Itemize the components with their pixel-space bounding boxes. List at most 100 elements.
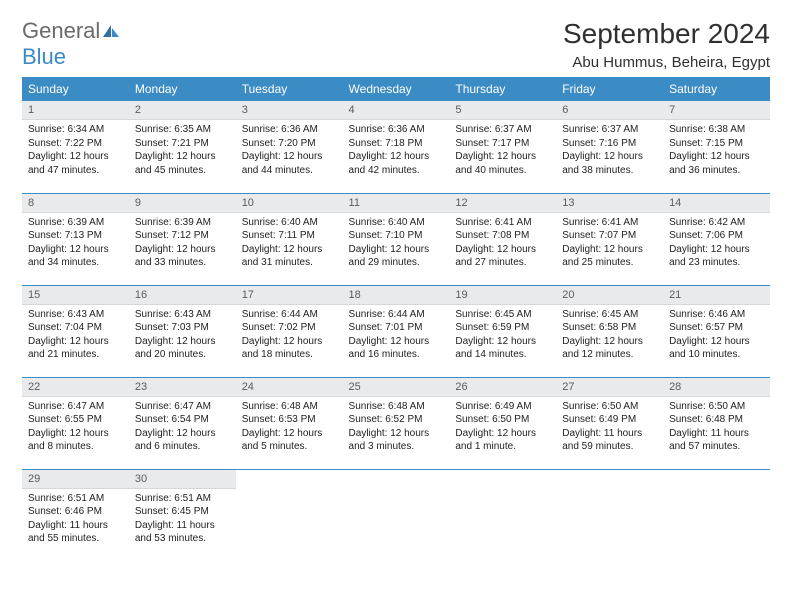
day-daylight: Daylight: 12 hours and 33 minutes. bbox=[135, 243, 230, 270]
logo-sail-icon bbox=[102, 24, 120, 38]
day-sunset: Sunset: 7:10 PM bbox=[349, 229, 444, 243]
day-number: 15 bbox=[22, 286, 129, 305]
calendar-day-cell: 1Sunrise: 6:34 AMSunset: 7:22 PMDaylight… bbox=[22, 101, 129, 193]
day-body: Sunrise: 6:51 AMSunset: 6:45 PMDaylight:… bbox=[129, 489, 236, 552]
day-body: Sunrise: 6:41 AMSunset: 7:07 PMDaylight:… bbox=[556, 213, 663, 276]
weekday-header-row: SundayMondayTuesdayWednesdayThursdayFrid… bbox=[22, 77, 770, 101]
day-body: Sunrise: 6:51 AMSunset: 6:46 PMDaylight:… bbox=[22, 489, 129, 552]
day-sunrise: Sunrise: 6:46 AM bbox=[669, 308, 764, 322]
day-sunrise: Sunrise: 6:50 AM bbox=[669, 400, 764, 414]
day-number: 3 bbox=[236, 101, 343, 120]
day-sunset: Sunset: 7:11 PM bbox=[242, 229, 337, 243]
day-sunset: Sunset: 7:08 PM bbox=[455, 229, 550, 243]
day-number: 16 bbox=[129, 286, 236, 305]
day-body: Sunrise: 6:40 AMSunset: 7:11 PMDaylight:… bbox=[236, 213, 343, 276]
day-sunrise: Sunrise: 6:45 AM bbox=[562, 308, 657, 322]
calendar-table: SundayMondayTuesdayWednesdayThursdayFrid… bbox=[22, 77, 770, 561]
day-daylight: Daylight: 12 hours and 5 minutes. bbox=[242, 427, 337, 454]
day-daylight: Daylight: 11 hours and 53 minutes. bbox=[135, 519, 230, 546]
day-sunset: Sunset: 6:48 PM bbox=[669, 413, 764, 427]
day-sunrise: Sunrise: 6:44 AM bbox=[349, 308, 444, 322]
day-number: 12 bbox=[449, 194, 556, 213]
day-daylight: Daylight: 12 hours and 18 minutes. bbox=[242, 335, 337, 362]
day-number: 4 bbox=[343, 101, 450, 120]
calendar-week: 22Sunrise: 6:47 AMSunset: 6:55 PMDayligh… bbox=[22, 377, 770, 469]
weekday-header: Sunday bbox=[22, 77, 129, 101]
day-sunset: Sunset: 7:07 PM bbox=[562, 229, 657, 243]
calendar-day-cell: 30Sunrise: 6:51 AMSunset: 6:45 PMDayligh… bbox=[129, 469, 236, 561]
day-number: 21 bbox=[663, 286, 770, 305]
day-sunrise: Sunrise: 6:43 AM bbox=[135, 308, 230, 322]
calendar-day-cell: 5Sunrise: 6:37 AMSunset: 7:17 PMDaylight… bbox=[449, 101, 556, 193]
title-block: September 2024 Abu Hummus, Beheira, Egyp… bbox=[563, 18, 770, 77]
day-sunrise: Sunrise: 6:38 AM bbox=[669, 123, 764, 137]
day-daylight: Daylight: 12 hours and 42 minutes. bbox=[349, 150, 444, 177]
calendar-day-cell: 26Sunrise: 6:49 AMSunset: 6:50 PMDayligh… bbox=[449, 377, 556, 469]
day-daylight: Daylight: 12 hours and 44 minutes. bbox=[242, 150, 337, 177]
day-sunrise: Sunrise: 6:37 AM bbox=[455, 123, 550, 137]
day-number: 5 bbox=[449, 101, 556, 120]
day-body: Sunrise: 6:48 AMSunset: 6:52 PMDaylight:… bbox=[343, 397, 450, 460]
weekday-header: Tuesday bbox=[236, 77, 343, 101]
day-sunset: Sunset: 7:18 PM bbox=[349, 137, 444, 151]
day-sunset: Sunset: 7:12 PM bbox=[135, 229, 230, 243]
calendar-day-cell: 25Sunrise: 6:48 AMSunset: 6:52 PMDayligh… bbox=[343, 377, 450, 469]
day-daylight: Daylight: 12 hours and 45 minutes. bbox=[135, 150, 230, 177]
day-sunrise: Sunrise: 6:41 AM bbox=[455, 216, 550, 230]
day-daylight: Daylight: 12 hours and 40 minutes. bbox=[455, 150, 550, 177]
day-sunrise: Sunrise: 6:42 AM bbox=[669, 216, 764, 230]
day-body: Sunrise: 6:46 AMSunset: 6:57 PMDaylight:… bbox=[663, 305, 770, 368]
calendar-day-cell: 16Sunrise: 6:43 AMSunset: 7:03 PMDayligh… bbox=[129, 285, 236, 377]
day-sunset: Sunset: 6:58 PM bbox=[562, 321, 657, 335]
day-sunset: Sunset: 7:13 PM bbox=[28, 229, 123, 243]
day-sunrise: Sunrise: 6:37 AM bbox=[562, 123, 657, 137]
day-sunset: Sunset: 6:52 PM bbox=[349, 413, 444, 427]
day-body: Sunrise: 6:39 AMSunset: 7:12 PMDaylight:… bbox=[129, 213, 236, 276]
day-number: 19 bbox=[449, 286, 556, 305]
day-daylight: Daylight: 12 hours and 20 minutes. bbox=[135, 335, 230, 362]
day-number: 26 bbox=[449, 378, 556, 397]
calendar-day-cell: 21Sunrise: 6:46 AMSunset: 6:57 PMDayligh… bbox=[663, 285, 770, 377]
day-daylight: Daylight: 11 hours and 57 minutes. bbox=[669, 427, 764, 454]
day-sunrise: Sunrise: 6:39 AM bbox=[28, 216, 123, 230]
calendar-day-cell: 29Sunrise: 6:51 AMSunset: 6:46 PMDayligh… bbox=[22, 469, 129, 561]
day-sunrise: Sunrise: 6:48 AM bbox=[242, 400, 337, 414]
calendar-day-cell bbox=[663, 469, 770, 561]
day-sunset: Sunset: 7:22 PM bbox=[28, 137, 123, 151]
calendar-day-cell: 3Sunrise: 6:36 AMSunset: 7:20 PMDaylight… bbox=[236, 101, 343, 193]
calendar-day-cell: 22Sunrise: 6:47 AMSunset: 6:55 PMDayligh… bbox=[22, 377, 129, 469]
day-number: 8 bbox=[22, 194, 129, 213]
day-daylight: Daylight: 12 hours and 34 minutes. bbox=[28, 243, 123, 270]
day-number: 28 bbox=[663, 378, 770, 397]
calendar-day-cell bbox=[236, 469, 343, 561]
calendar-day-cell bbox=[449, 469, 556, 561]
calendar-day-cell: 27Sunrise: 6:50 AMSunset: 6:49 PMDayligh… bbox=[556, 377, 663, 469]
day-body: Sunrise: 6:35 AMSunset: 7:21 PMDaylight:… bbox=[129, 120, 236, 183]
day-sunset: Sunset: 6:46 PM bbox=[28, 505, 123, 519]
day-sunrise: Sunrise: 6:41 AM bbox=[562, 216, 657, 230]
header: General Blue September 2024 Abu Hummus, … bbox=[22, 18, 770, 77]
day-number: 2 bbox=[129, 101, 236, 120]
day-daylight: Daylight: 12 hours and 12 minutes. bbox=[562, 335, 657, 362]
day-number: 23 bbox=[129, 378, 236, 397]
day-sunrise: Sunrise: 6:39 AM bbox=[135, 216, 230, 230]
day-sunset: Sunset: 6:54 PM bbox=[135, 413, 230, 427]
day-body: Sunrise: 6:42 AMSunset: 7:06 PMDaylight:… bbox=[663, 213, 770, 276]
day-sunset: Sunset: 6:49 PM bbox=[562, 413, 657, 427]
day-body: Sunrise: 6:41 AMSunset: 7:08 PMDaylight:… bbox=[449, 213, 556, 276]
day-daylight: Daylight: 11 hours and 59 minutes. bbox=[562, 427, 657, 454]
day-sunset: Sunset: 6:57 PM bbox=[669, 321, 764, 335]
day-body: Sunrise: 6:37 AMSunset: 7:17 PMDaylight:… bbox=[449, 120, 556, 183]
day-sunrise: Sunrise: 6:51 AM bbox=[135, 492, 230, 506]
page-title: September 2024 bbox=[563, 18, 770, 50]
day-sunrise: Sunrise: 6:44 AM bbox=[242, 308, 337, 322]
day-number: 11 bbox=[343, 194, 450, 213]
day-daylight: Daylight: 12 hours and 6 minutes. bbox=[135, 427, 230, 454]
day-sunset: Sunset: 7:01 PM bbox=[349, 321, 444, 335]
day-daylight: Daylight: 12 hours and 31 minutes. bbox=[242, 243, 337, 270]
day-number: 20 bbox=[556, 286, 663, 305]
day-sunset: Sunset: 6:50 PM bbox=[455, 413, 550, 427]
day-number: 10 bbox=[236, 194, 343, 213]
day-body: Sunrise: 6:38 AMSunset: 7:15 PMDaylight:… bbox=[663, 120, 770, 183]
day-sunrise: Sunrise: 6:36 AM bbox=[242, 123, 337, 137]
